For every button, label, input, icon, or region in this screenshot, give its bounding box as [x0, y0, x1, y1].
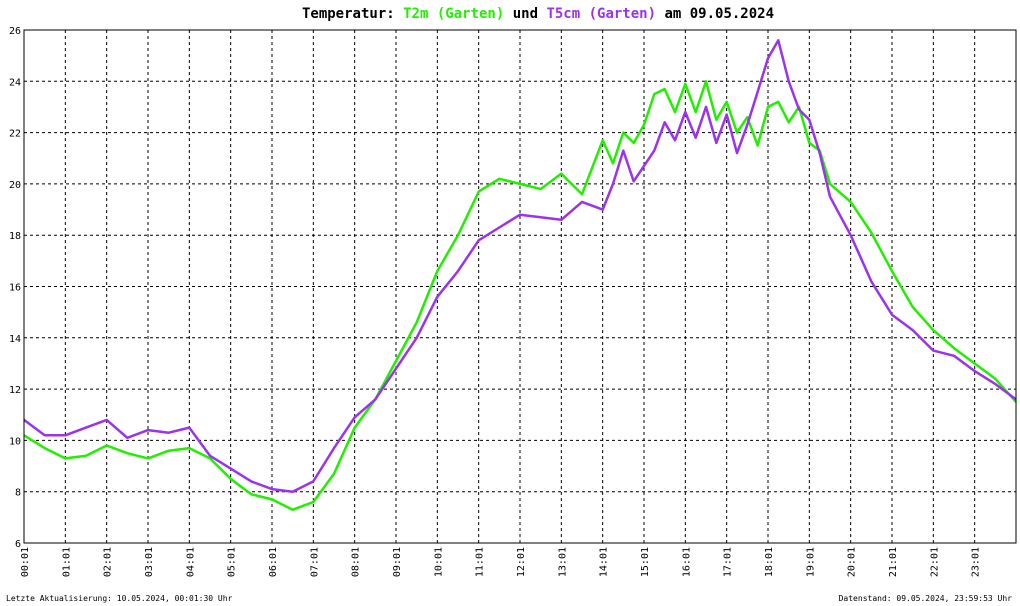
x-tick-label: 23:01: [971, 547, 982, 577]
y-tick-label: 14: [9, 334, 21, 345]
y-tick-label: 24: [9, 77, 21, 88]
y-tick-label: 22: [9, 129, 21, 140]
chart-title: Temperatur: T2m (Garten) und T5cm (Garte…: [302, 6, 774, 22]
title-middle: und: [504, 6, 546, 22]
title-prefix: Temperatur:: [302, 6, 403, 22]
y-tick-label: 26: [9, 26, 21, 37]
y-tick-label: 8: [15, 488, 21, 499]
x-tick-label: 07:01: [309, 547, 320, 577]
x-tick-label: 11:01: [475, 547, 486, 577]
y-tick-label: 16: [9, 283, 21, 294]
x-tick-label: 04:01: [185, 547, 196, 577]
x-tick-label: 02:01: [103, 547, 114, 577]
y-tick-label: 18: [9, 231, 21, 242]
x-tick-label: 03:01: [144, 547, 155, 577]
footer-last-update: Letzte Aktualisierung: 10.05.2024, 00:01…: [6, 594, 233, 603]
grid-lines: [23, 29, 1016, 544]
x-tick-label: 05:01: [227, 547, 238, 577]
x-tick-label: 22:01: [929, 547, 940, 577]
series-line-t5cm: [23, 39, 1017, 493]
x-tick-label: 08:01: [351, 547, 362, 577]
plot-frame: [23, 29, 1017, 544]
y-tick-labels: 6 8 10 12 14 16 18 20 22 24 26: [9, 26, 21, 550]
x-tick-label: 13:01: [557, 547, 568, 577]
x-tick-label: 10:01: [433, 547, 444, 577]
y-tick-label: 12: [9, 385, 21, 396]
y-tick-label: 10: [9, 436, 21, 447]
x-tick-label: 16:01: [681, 547, 692, 577]
x-tick-label: 14:01: [599, 547, 610, 577]
x-tick-label: 09:01: [392, 547, 403, 577]
y-tick-label: 20: [9, 180, 21, 191]
x-tick-label: 19:01: [805, 547, 816, 577]
title-series-t5cm: T5cm (Garten): [546, 6, 656, 22]
x-tick-label: 01:01: [61, 547, 72, 577]
x-tick-label: 20:01: [847, 547, 858, 577]
x-tick-label: 06:01: [268, 547, 279, 577]
x-tick-label: 18:01: [764, 547, 775, 577]
title-suffix: am 09.05.2024: [656, 6, 774, 22]
series-lines: [23, 39, 1017, 511]
footer-data-status: Datenstand: 09.05.2024, 23:59:53 Uhr: [839, 594, 1013, 603]
x-tick-label: 21:01: [888, 547, 899, 577]
x-tick-label: 12:01: [516, 547, 527, 577]
x-tick-label: 17:01: [723, 547, 734, 577]
title-series-t2m: T2m (Garten): [403, 6, 504, 22]
y-tick-label: 6: [15, 539, 21, 550]
x-tick-labels: 00:01 01:01 02:01 03:01 04:01 05:01 06:01 07:01…: [20, 547, 982, 577]
x-tick-label: 00:01: [20, 547, 31, 577]
x-tick-label: 15:01: [640, 547, 651, 577]
